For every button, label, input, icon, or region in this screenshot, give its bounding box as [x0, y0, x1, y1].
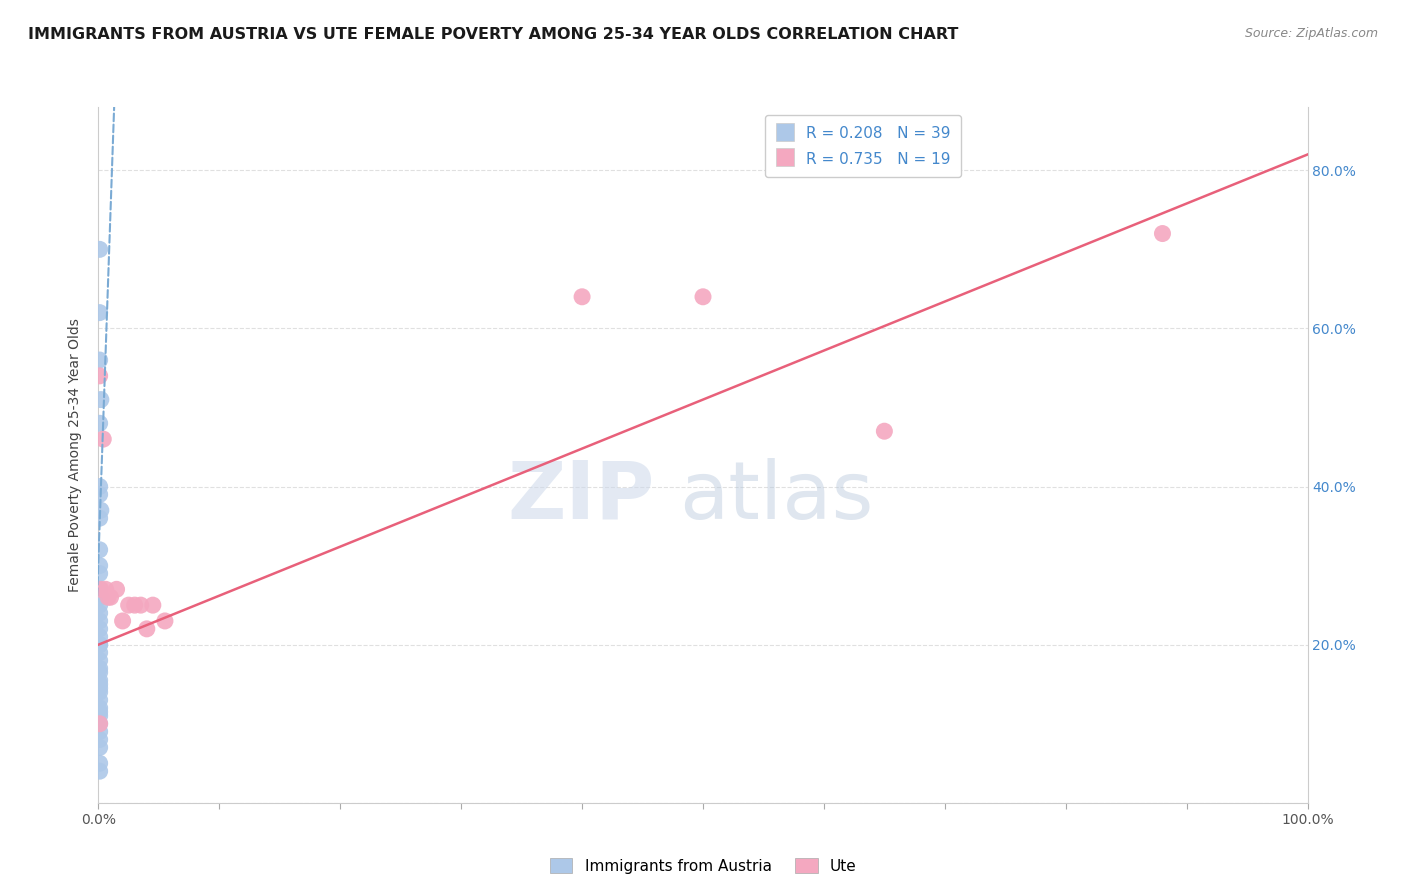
- Text: ZIP: ZIP: [508, 458, 655, 536]
- Point: [89, 716, 111, 731]
- Point: [97, 591, 120, 605]
- Point: [90, 591, 112, 605]
- Legend: R = 0.208   N = 39, R = 0.735   N = 19: R = 0.208 N = 39, R = 0.735 N = 19: [765, 115, 962, 178]
- Point: [89, 701, 111, 715]
- Text: atlas: atlas: [679, 458, 873, 536]
- Point: [89, 661, 111, 675]
- Point: [89, 598, 111, 612]
- Point: [89, 740, 111, 755]
- Point: [90, 392, 112, 407]
- Point: [111, 614, 134, 628]
- Point: [89, 606, 111, 620]
- Point: [89, 705, 111, 719]
- Point: [89, 566, 111, 581]
- Point: [89, 305, 111, 319]
- Point: [89, 665, 111, 680]
- Point: [89, 487, 111, 501]
- Legend: Immigrants from Austria, Ute: Immigrants from Austria, Ute: [543, 852, 863, 880]
- Point: [89, 716, 111, 731]
- Point: [91, 432, 114, 446]
- Point: [94, 582, 117, 597]
- Point: [90, 503, 112, 517]
- Point: [89, 681, 111, 695]
- Text: IMMIGRANTS FROM AUSTRIA VS UTE FEMALE POVERTY AMONG 25-34 YEAR OLDS CORRELATION : IMMIGRANTS FROM AUSTRIA VS UTE FEMALE PO…: [28, 27, 959, 42]
- Point: [873, 424, 896, 438]
- Point: [692, 290, 714, 304]
- Point: [89, 622, 111, 636]
- Point: [135, 622, 157, 636]
- Point: [89, 756, 111, 771]
- Point: [124, 598, 146, 612]
- Point: [89, 685, 111, 699]
- Point: [89, 353, 111, 368]
- Point: [89, 614, 111, 628]
- Point: [89, 479, 111, 493]
- Point: [89, 638, 111, 652]
- Point: [89, 732, 111, 747]
- Point: [89, 693, 111, 707]
- Point: [89, 646, 111, 660]
- Point: [89, 724, 111, 739]
- Point: [118, 598, 141, 612]
- Point: [89, 558, 111, 573]
- Point: [89, 630, 111, 644]
- Point: [89, 764, 111, 779]
- Point: [90, 582, 112, 597]
- Point: [142, 598, 165, 612]
- Point: [89, 417, 111, 431]
- Point: [89, 638, 111, 652]
- Point: [1152, 227, 1174, 241]
- Point: [89, 582, 111, 597]
- Point: [153, 614, 176, 628]
- Text: Source: ZipAtlas.com: Source: ZipAtlas.com: [1244, 27, 1378, 40]
- Point: [89, 673, 111, 688]
- Point: [89, 653, 111, 667]
- Point: [89, 368, 111, 383]
- Point: [89, 542, 111, 557]
- Point: [89, 677, 111, 691]
- Point: [89, 511, 111, 525]
- Point: [129, 598, 152, 612]
- Point: [89, 708, 111, 723]
- Point: [100, 591, 122, 605]
- Point: [571, 290, 593, 304]
- Y-axis label: Female Poverty Among 25-34 Year Olds: Female Poverty Among 25-34 Year Olds: [69, 318, 83, 592]
- Point: [89, 243, 111, 257]
- Point: [105, 582, 128, 597]
